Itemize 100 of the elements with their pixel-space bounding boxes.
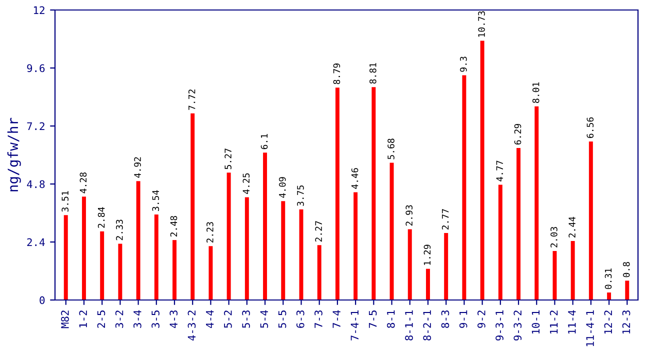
bar (625, 280, 630, 300)
data-label: 8.81 (369, 63, 376, 84)
data-label: 7.72 (188, 90, 196, 110)
data-label: 2.84 (98, 207, 105, 228)
x-tick-label: 9-3-2 (514, 310, 522, 340)
bar (480, 40, 484, 300)
y-axis-title: ng/gfw/hr (7, 118, 21, 192)
x-tick-label: 5-5 (278, 310, 286, 328)
data-label: 4.92 (134, 157, 141, 178)
data-label: 1.29 (424, 244, 431, 265)
x-tick-label: 2-5 (97, 310, 106, 328)
data-label: 6.29 (514, 124, 522, 145)
x-tick-label: 12-2 (604, 310, 612, 334)
x-tick-label: 4-4 (206, 310, 214, 328)
x-tick-label: 1-2 (79, 310, 87, 328)
data-label: 4.09 (278, 177, 286, 198)
x-tick-label: 5-4 (260, 310, 268, 328)
x-tick-label: 11-4 (568, 310, 576, 334)
x-tick-label: 7-5 (368, 310, 377, 328)
bar (516, 148, 520, 300)
x-tick-label: 7-4 (332, 310, 340, 328)
bar (299, 209, 304, 300)
x-tick-label: 9-2 (477, 310, 486, 328)
x-tick-label: 4-3-2 (188, 310, 196, 341)
data-label: 2.77 (442, 209, 449, 230)
data-label: 2.48 (170, 216, 178, 236)
bar (281, 201, 286, 300)
data-label: 6.56 (586, 117, 594, 138)
y-tick-label: 2.4 (27, 238, 45, 246)
bar (552, 250, 557, 300)
x-tick-label: 8-1 (386, 310, 395, 328)
x-tick-label: 8-1-1 (405, 310, 413, 340)
data-label: 8.79 (333, 64, 340, 84)
bar (570, 241, 575, 300)
bar (462, 75, 466, 300)
x-tick-label: 11-2 (550, 310, 558, 334)
data-label: 4.25 (242, 173, 250, 194)
bar (244, 197, 249, 300)
bar (190, 113, 195, 300)
data-label: 8.01 (532, 82, 540, 103)
bar (607, 292, 612, 300)
data-label: 2.33 (116, 220, 123, 240)
bar (136, 181, 140, 300)
bar (64, 215, 68, 300)
x-tick-label: 5-2 (224, 310, 232, 328)
data-label: 5.68 (388, 138, 394, 160)
x-tick-label: 10-1 (532, 310, 540, 334)
data-label: 5.27 (224, 148, 232, 170)
data-label: 3.51 (62, 191, 69, 212)
bar (226, 172, 231, 300)
data-label: 9.3 (460, 56, 467, 72)
y-tick-label: 12 (34, 6, 44, 14)
data-label: 2.23 (206, 222, 214, 243)
data-label: 2.93 (406, 205, 413, 226)
data-label: 3.75 (297, 185, 304, 206)
x-tick-label: 3-5 (152, 310, 160, 328)
bar (444, 233, 448, 300)
bar (172, 240, 176, 300)
bar (498, 184, 502, 300)
bar (118, 244, 122, 300)
y-tick-label: 7.2 (27, 122, 44, 130)
y-tick-label: 9.6 (27, 64, 45, 72)
bar (588, 141, 593, 300)
x-tick-label: 8-2-1 (423, 310, 432, 340)
bar (100, 231, 104, 300)
data-label: 4.46 (351, 168, 358, 189)
bar (426, 268, 430, 300)
bar (372, 87, 376, 300)
bar (335, 88, 340, 300)
x-tick-label: 7-4-1 (350, 310, 358, 340)
x-tick-label: 12-3 (622, 310, 630, 334)
bar (390, 162, 394, 300)
x-tick-label: M82 (61, 310, 69, 328)
bar (354, 192, 358, 300)
y-tick-label: 4.8 (26, 180, 45, 188)
bar (154, 214, 158, 300)
x-tick-label: 3-4 (133, 310, 142, 328)
x-tick-label: 4-3 (170, 310, 178, 328)
bar (408, 229, 412, 300)
x-tick-label: 3-2 (115, 310, 124, 328)
bar (317, 245, 322, 300)
x-tick-label: 8-3 (441, 310, 450, 328)
data-label: 2.27 (315, 221, 322, 242)
x-tick-label: 5-3 (242, 310, 250, 328)
data-label: 10.73 (478, 11, 485, 37)
data-label: 2.03 (550, 226, 558, 248)
data-label: 6.1 (260, 134, 268, 150)
x-tick-label: 7-3 (314, 310, 322, 328)
x-tick-label: 6-3 (296, 310, 304, 328)
x-tick-label: 11-4-1 (586, 310, 594, 346)
data-label: 4.77 (496, 160, 503, 182)
data-label: 2.44 (568, 216, 576, 238)
y-tick-label: 0 (40, 296, 45, 304)
data-label: 0.31 (604, 268, 612, 290)
bar (82, 196, 86, 300)
data-label: 0.8 (622, 262, 630, 278)
bar (208, 246, 213, 300)
x-tick-label: 9-1 (459, 310, 468, 328)
bar (534, 106, 539, 300)
data-label: 4.28 (80, 172, 87, 194)
